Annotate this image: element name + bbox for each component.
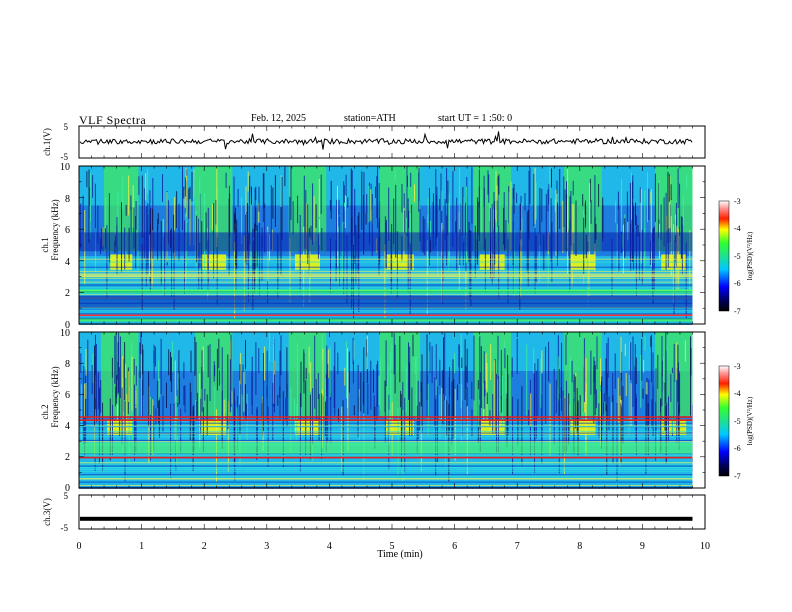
ch2-cb-tick-m3: -3	[734, 362, 741, 371]
x-tick-label: 7	[515, 541, 520, 552]
x-tick-label: 9	[640, 541, 645, 552]
ch2-colorbar	[718, 365, 730, 477]
ch2spec-ytick-2: 2	[65, 452, 70, 463]
axis-ticks	[78, 126, 706, 529]
x-tick-label: 6	[452, 541, 457, 552]
x-tick-label: 2	[202, 541, 207, 552]
ch1spec-ylabel-line1: ch.1	[40, 237, 50, 252]
x-tick-labels: 0 1 2 3 4 5 6 7 8 9 10	[77, 541, 711, 552]
ch1spec-ytick-10: 10	[60, 162, 70, 173]
ch1-colorbar	[718, 200, 730, 312]
x-tick-label: 8	[577, 541, 582, 552]
x-tick-label: 4	[327, 541, 332, 552]
ch3-waveform-trace	[80, 516, 693, 521]
ch1-cb-tick-m3: -3	[734, 197, 741, 206]
ch1spec-ytick-2: 2	[65, 288, 70, 299]
ch1-cb-tick-m5: -5	[734, 252, 741, 261]
header-station: station=ATH	[344, 113, 396, 124]
ch2spec-ytick-0: 0	[65, 483, 70, 494]
ch2-cb-tick-m5: -5	[734, 417, 741, 426]
ch2spec-ytick-10: 10	[60, 328, 70, 339]
figure-title: VLF Spectra	[79, 113, 147, 127]
ch2-spectrogram	[79, 332, 705, 489]
header-date: Feb. 12, 2025	[251, 113, 306, 124]
ch1-cb-tick-m7: -7	[734, 307, 741, 316]
x-tick-label: 5	[390, 541, 395, 552]
ch2-cb-tick-m4: -4	[734, 389, 741, 398]
ch2-cb-label: log(PSD)(V²/Hz)	[746, 396, 754, 445]
ch2-cb-tick-m7: -7	[734, 472, 741, 481]
header-start-time: start UT = 1 :50: 0	[438, 113, 513, 124]
ch1-cb-tick-m6: -6	[734, 279, 741, 288]
ch1-spectrogram	[79, 166, 705, 325]
ch2-cb-tick-m6: -6	[734, 444, 741, 453]
ch3-ytick-5: 5	[64, 491, 69, 501]
ch1-ytick-neg5: -5	[61, 152, 69, 162]
x-tick-label: 1	[139, 541, 144, 552]
ch2spec-ylabel-line2: Frequency (kHz)	[50, 366, 60, 427]
ch1spec-ytick-8: 8	[65, 194, 70, 205]
ch3-waveform-frame	[78, 494, 706, 530]
x-tick-label: 0	[77, 541, 82, 552]
x-axis-label: Time (min)	[377, 549, 422, 560]
ch3-ylabel: ch.3(V)	[42, 498, 52, 526]
ch1-cb-label: log(PSD)(V²/Hz)	[746, 231, 754, 280]
ch1spec-ylabel-line2: Frequency (kHz)	[50, 199, 60, 260]
ch1-ytick-5: 5	[64, 122, 69, 132]
ch1-ylabel: ch.1(V)	[42, 128, 52, 156]
ch1-cb-tick-m4: -4	[734, 224, 741, 233]
ch1spec-ytick-0: 0	[65, 320, 70, 331]
x-tick-label: 10	[700, 541, 710, 552]
ch2spec-ylabel-line1: ch.2	[40, 404, 50, 419]
ch2spec-ytick-6: 6	[65, 390, 70, 401]
ch2spec-ytick-4: 4	[65, 421, 70, 432]
x-tick-label: 3	[264, 541, 269, 552]
ch2spec-ytick-8: 8	[65, 359, 70, 370]
ch1-waveform-trace	[79, 131, 693, 150]
ch3-ytick-neg5: -5	[61, 523, 69, 533]
ch1spec-ytick-4: 4	[65, 257, 70, 268]
ch1spec-ytick-6: 6	[65, 225, 70, 236]
